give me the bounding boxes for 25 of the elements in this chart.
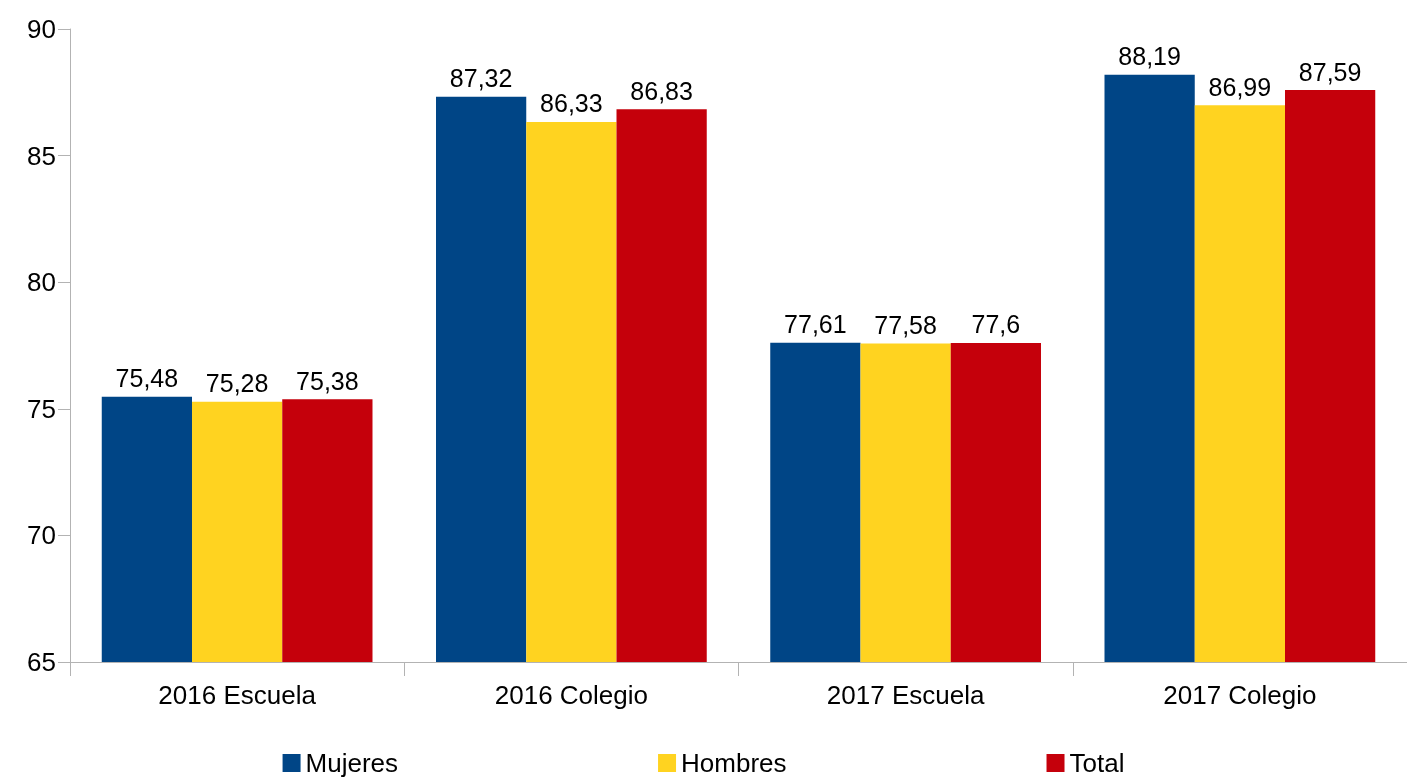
data-label: 77,58 <box>874 310 937 339</box>
data-label: 75,48 <box>115 364 179 393</box>
legend-label: Mujeres <box>305 748 399 778</box>
data-label: 77,6 <box>971 310 1021 339</box>
y-tick-label: 75 <box>27 393 56 424</box>
y-tick-label: 70 <box>27 520 56 551</box>
x-tick-label: 2016 Colegio <box>494 680 648 710</box>
data-label: 87,59 <box>1298 57 1362 86</box>
data-label: 75,28 <box>205 369 269 398</box>
y-tick-label: 80 <box>27 267 56 298</box>
x-tick-label: 2017 Escuela <box>826 680 985 710</box>
data-label: 88,19 <box>1118 42 1181 71</box>
data-label: 75,38 <box>296 366 359 395</box>
legend-label: Total <box>1069 748 1125 778</box>
y-tick-label: 65 <box>27 647 56 677</box>
data-label: 86,33 <box>540 89 603 118</box>
data-label: 86,99 <box>1208 72 1272 101</box>
data-label: 77,61 <box>784 310 847 339</box>
y-tick-label: 85 <box>27 140 56 171</box>
x-tick-label: 2017 Colegio <box>1163 680 1317 710</box>
data-label: 86,83 <box>630 76 693 105</box>
data-label: 87,32 <box>449 64 513 93</box>
x-tick-label: 2016 Escuela <box>158 680 317 710</box>
y-tick-label: 90 <box>27 14 56 44</box>
legend-label: Hombres <box>681 748 787 778</box>
